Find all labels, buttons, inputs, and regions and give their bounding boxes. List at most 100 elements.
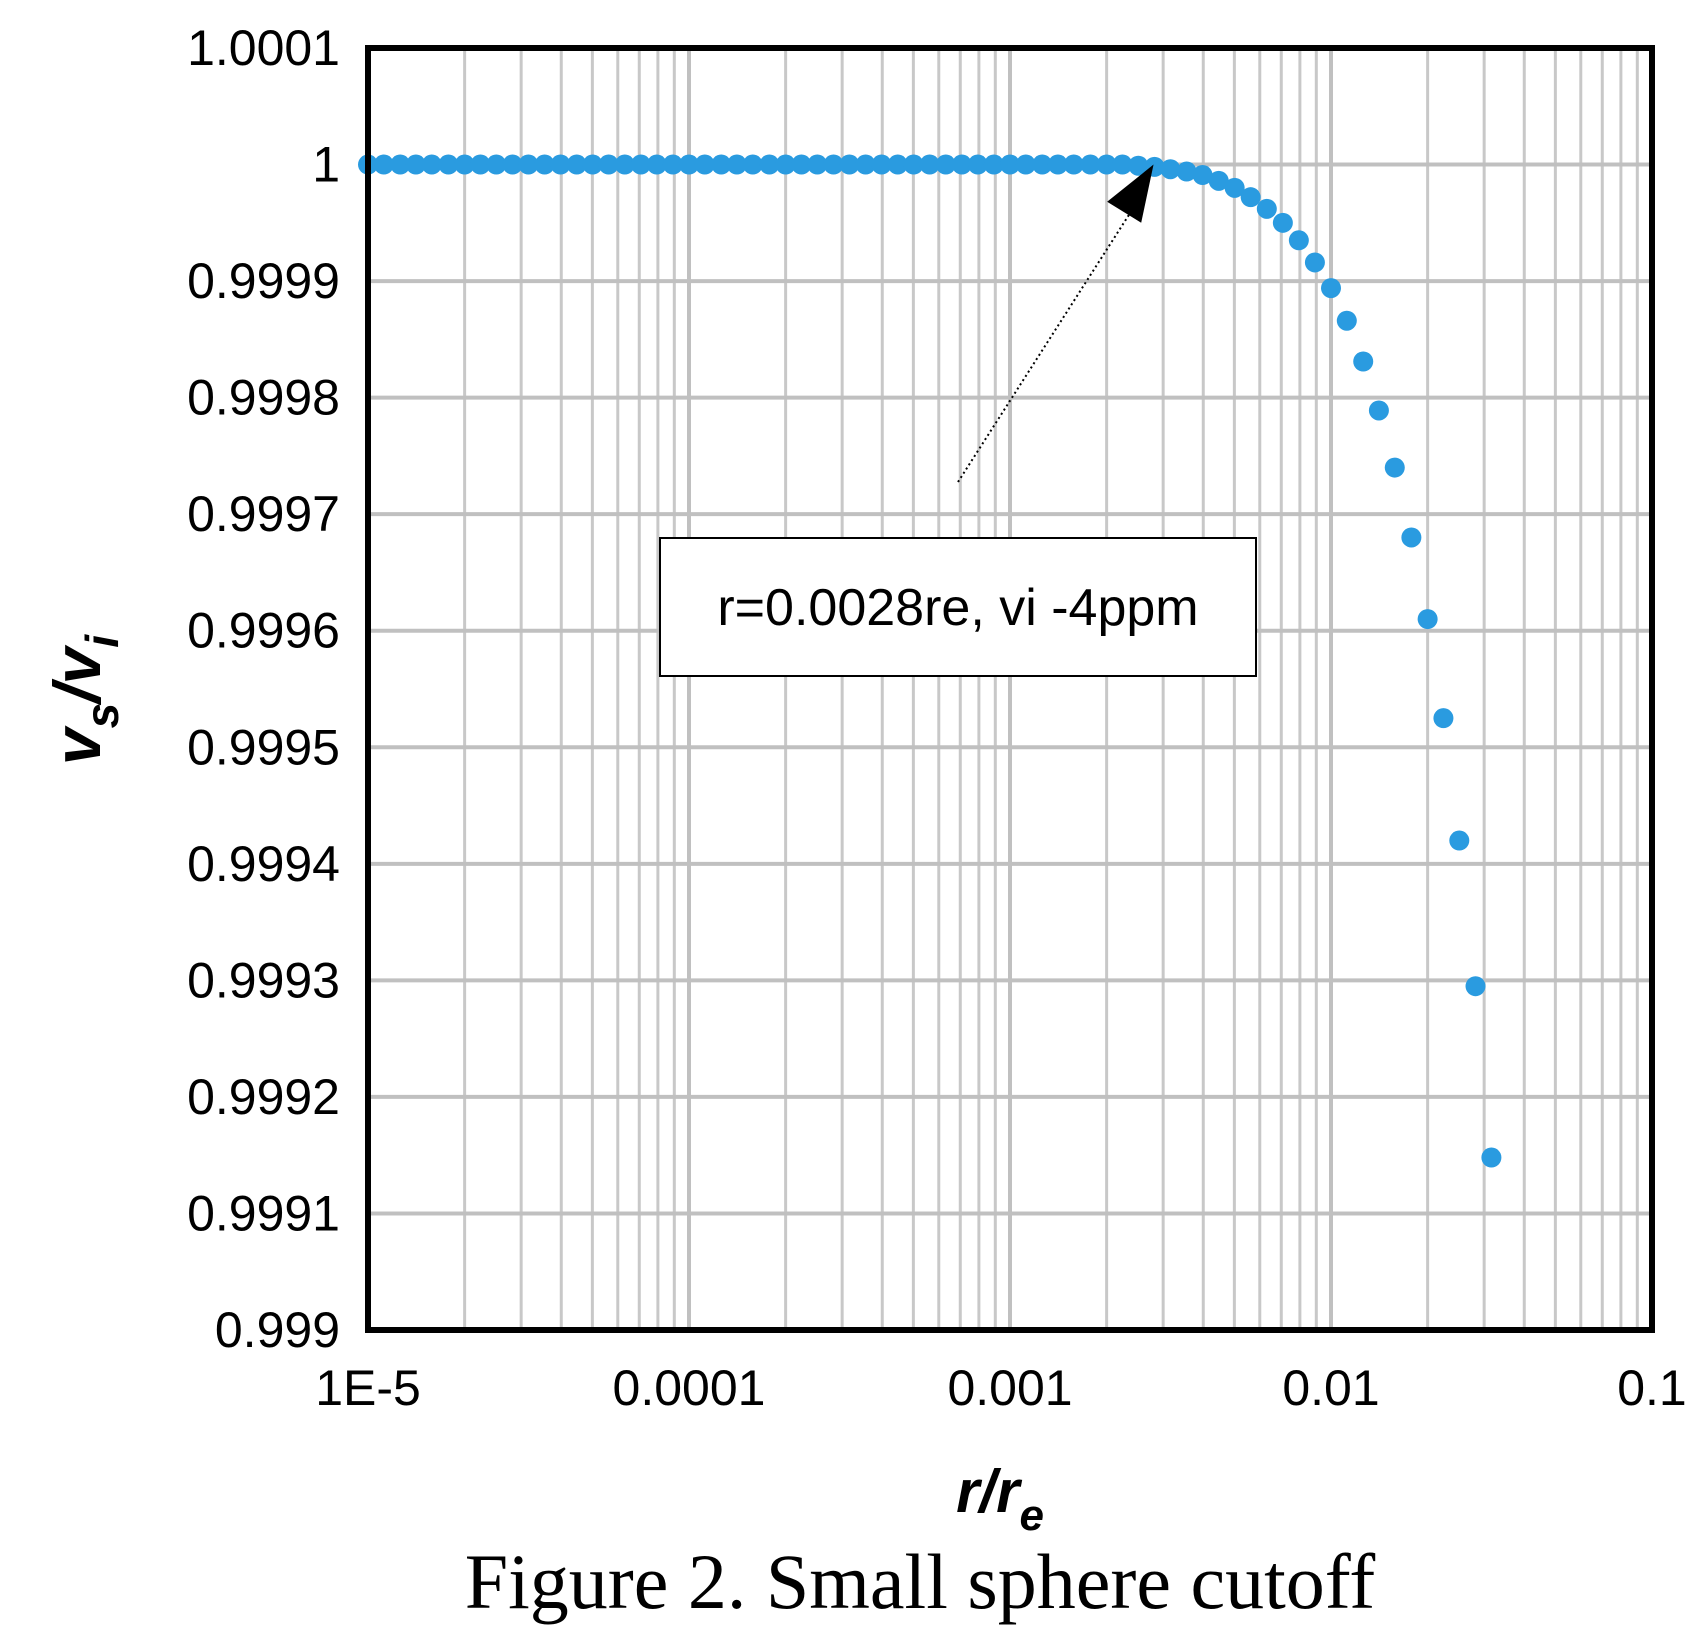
y-tick-label: 1 xyxy=(312,137,340,193)
y-tick-label: 0.999 xyxy=(215,1302,340,1358)
annotation-arrowhead xyxy=(1107,164,1154,223)
data-point xyxy=(1256,198,1277,219)
data-point xyxy=(983,154,1004,175)
data-point xyxy=(1401,527,1422,548)
data-point xyxy=(1112,154,1133,175)
x-axis-title: r/re xyxy=(956,1458,1044,1540)
y-tick-label: 0.9994 xyxy=(187,836,340,892)
data-point xyxy=(1417,609,1438,630)
data-point xyxy=(791,154,812,175)
data-point xyxy=(1433,708,1454,729)
data-point xyxy=(1192,165,1213,186)
data-point xyxy=(390,154,411,175)
data-point xyxy=(1336,310,1357,331)
data-point xyxy=(1015,154,1036,175)
y-tick-labels: 0.999 0.9991 0.9992 0.9993 0.9994 0.9995 0.999… xyxy=(187,20,340,1358)
data-point xyxy=(566,154,587,175)
annotation-box xyxy=(659,537,1257,677)
data-point xyxy=(1160,159,1181,180)
data-point xyxy=(951,154,972,175)
plot-frame xyxy=(365,45,1655,1333)
data-point xyxy=(1304,252,1325,273)
data-point xyxy=(1128,155,1149,176)
data-point xyxy=(1353,351,1374,372)
annotation-leader-line xyxy=(957,204,1137,483)
data-point xyxy=(598,154,619,175)
data-point xyxy=(614,154,635,175)
data-point xyxy=(1321,278,1341,299)
data-point xyxy=(550,154,571,175)
x-tick-label: 0.001 xyxy=(947,1360,1072,1416)
annotation-label: r=0.0028re, vi -4ppm xyxy=(717,579,1198,637)
y-axis-title: vs/vi xyxy=(40,634,128,765)
data-point xyxy=(1208,170,1229,191)
x-tick-label: 0.1 xyxy=(1617,1360,1687,1416)
data-point xyxy=(903,154,924,175)
minor-gridlines xyxy=(463,48,1639,1330)
data-point xyxy=(1465,976,1486,997)
data-points xyxy=(358,154,1502,1168)
data-point xyxy=(1032,154,1053,175)
data-point xyxy=(470,154,491,175)
data-point xyxy=(1047,154,1068,175)
data-point xyxy=(1288,230,1309,251)
data-point xyxy=(935,154,956,175)
data-point xyxy=(582,154,603,175)
data-point xyxy=(1096,154,1117,175)
y-tick-label: 0.9993 xyxy=(187,952,340,1008)
data-point xyxy=(502,154,523,175)
data-point xyxy=(775,154,796,175)
data-point xyxy=(454,154,475,175)
data-point xyxy=(518,154,539,175)
data-point xyxy=(421,154,442,175)
y-tick-label: 1.0001 xyxy=(187,20,340,76)
y-tick-label: 0.9997 xyxy=(187,486,340,542)
data-point xyxy=(1240,187,1261,208)
data-point xyxy=(630,154,651,175)
annotation: r=0.0028re, vi -4ppm xyxy=(659,164,1257,677)
data-point xyxy=(1224,177,1245,198)
data-point xyxy=(759,154,780,175)
data-point xyxy=(1384,457,1405,478)
data-point xyxy=(373,154,394,175)
data-point xyxy=(438,154,459,175)
data-point xyxy=(823,154,844,175)
data-point xyxy=(1272,212,1293,233)
data-point xyxy=(1000,154,1020,175)
x-tick-label: 0.0001 xyxy=(613,1360,766,1416)
data-point xyxy=(711,154,732,175)
data-point xyxy=(871,154,892,175)
data-point xyxy=(694,154,715,175)
x-tick-label: 1E-5 xyxy=(315,1360,421,1416)
y-tick-label: 0.9992 xyxy=(187,1069,340,1125)
y-tick-label: 0.9995 xyxy=(187,719,340,775)
data-point xyxy=(1080,154,1101,175)
data-point xyxy=(919,154,940,175)
data-point xyxy=(486,154,507,175)
data-point xyxy=(855,154,876,175)
data-point xyxy=(742,154,763,175)
data-point xyxy=(1368,400,1389,421)
data-point xyxy=(679,154,699,175)
data-point xyxy=(1176,161,1197,182)
data-point xyxy=(1449,830,1470,851)
data-point xyxy=(839,154,860,175)
data-point xyxy=(887,154,908,175)
y-tick-label: 0.9999 xyxy=(187,253,340,309)
y-tick-label: 0.9996 xyxy=(187,603,340,659)
data-point xyxy=(1063,154,1084,175)
y-tick-label: 0.9991 xyxy=(187,1185,340,1241)
data-point xyxy=(534,154,555,175)
data-point xyxy=(807,154,828,175)
x-tick-label: 0.01 xyxy=(1282,1360,1379,1416)
data-point xyxy=(726,154,747,175)
figure-caption: Figure 2. Small sphere cutoff xyxy=(465,1538,1376,1625)
data-point xyxy=(646,154,667,175)
data-point xyxy=(967,154,988,175)
y-tick-label: 0.9998 xyxy=(187,370,340,426)
x-tick-labels: 1E-5 0.0001 0.001 0.01 0.1 xyxy=(315,1360,1687,1416)
data-point xyxy=(662,154,683,175)
data-point xyxy=(405,154,426,175)
data-point xyxy=(1481,1147,1502,1168)
